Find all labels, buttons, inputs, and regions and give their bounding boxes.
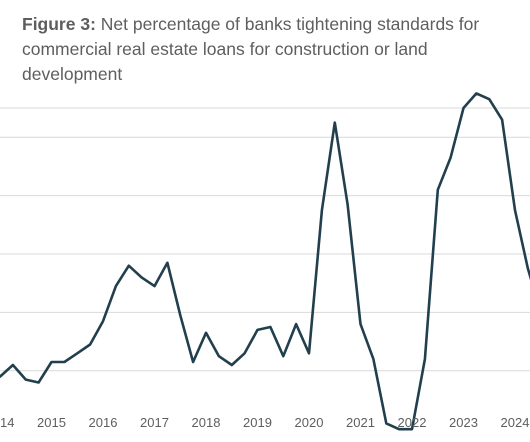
series-group bbox=[0, 92, 530, 431]
x-tick-label-2022: 2022 bbox=[398, 415, 427, 430]
x-tick-label-2019: 2019 bbox=[243, 415, 272, 430]
x-axis-tick-labels: 2014 2015 2016 2017 2018 2019 2020 2021 2022 2023… bbox=[0, 415, 529, 430]
x-tick-label-2014: 2014 bbox=[0, 415, 14, 430]
series-line-0 bbox=[0, 92, 530, 431]
x-tick-label-2021: 2021 bbox=[346, 415, 375, 430]
x-tick-label-2024: 2024 bbox=[501, 415, 530, 430]
x-tick-label-2016: 2016 bbox=[89, 415, 118, 430]
x-tick-label-2017: 2017 bbox=[140, 415, 169, 430]
figure-label: Figure 3: bbox=[22, 14, 96, 34]
x-tick-label-2020: 2020 bbox=[295, 415, 324, 430]
x-tick-label-2018: 2018 bbox=[192, 415, 221, 430]
x-tick-label-2015: 2015 bbox=[37, 415, 66, 430]
chart-title-text: Net percentage of banks tightening stand… bbox=[22, 14, 480, 84]
chart-title: Figure 3: Net percentage of banks tighte… bbox=[22, 12, 522, 87]
x-tick-label-2023: 2023 bbox=[449, 415, 478, 430]
gridlines bbox=[0, 107, 530, 372]
